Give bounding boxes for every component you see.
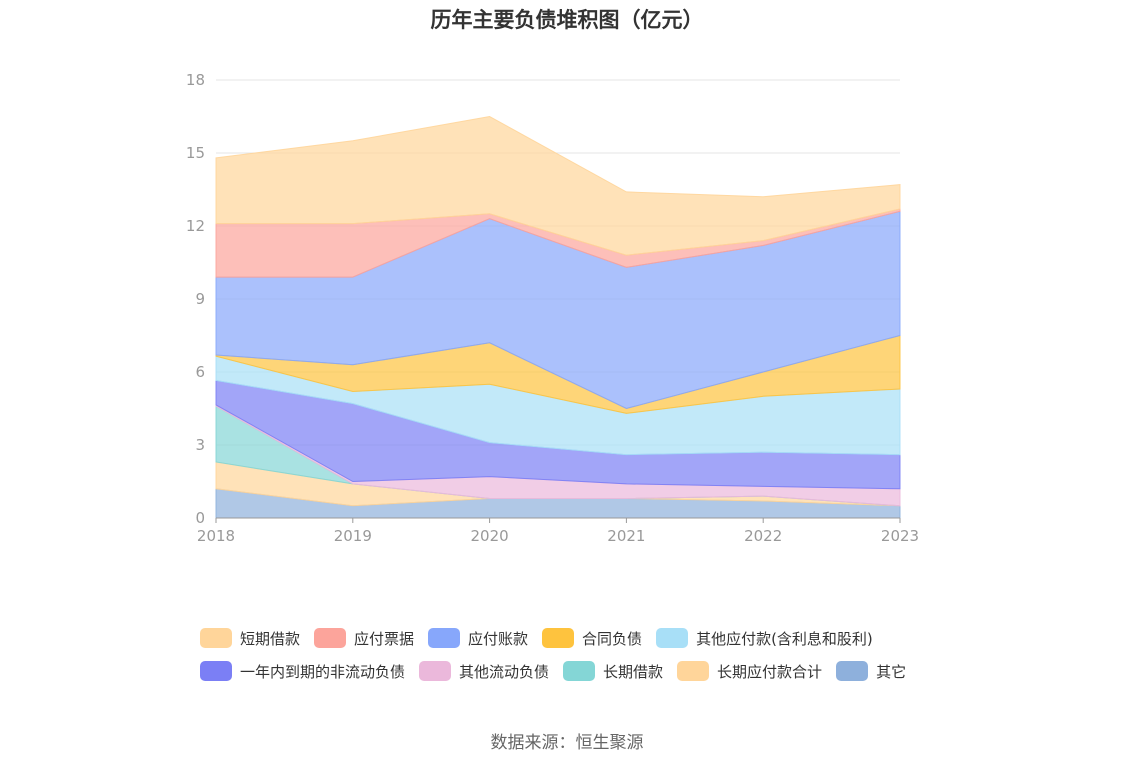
legend-label: 一年内到期的非流动负债 <box>240 662 406 681</box>
legend-swatch <box>419 661 452 681</box>
legend-label: 长期借款 <box>603 662 664 681</box>
legend-item[interactable]: 其他应付款(含利息和股利) <box>656 628 873 648</box>
legend-item[interactable]: 短期借款 <box>200 628 300 648</box>
legend-swatch <box>314 628 347 648</box>
x-tick-label: 2020 <box>471 527 509 545</box>
legend-item[interactable]: 应付票据 <box>314 628 414 648</box>
stacked-area-chart: 0 3 6 9 12 15 18 2018 2019 2020 2021 2022 2023 <box>186 71 919 545</box>
legend-swatch <box>200 628 232 648</box>
y-tick-label: 0 <box>195 509 205 527</box>
chart-legend: 短期借款 应付票据 应付账款 合同负债 其他应付款(含利息和股利) 一年内到期的非流动负债… <box>200 628 960 681</box>
data-source-note: 数据来源：恒生聚源 <box>490 733 644 753</box>
legend-label: 应付票据 <box>354 629 415 648</box>
x-tick-label: 2018 <box>197 527 235 545</box>
legend-swatch <box>677 661 710 681</box>
y-tick-label: 9 <box>195 290 205 308</box>
x-tick-label: 2022 <box>744 527 782 545</box>
legend-swatch <box>200 661 232 681</box>
y-tick-label: 6 <box>195 363 205 381</box>
y-tick-label: 18 <box>186 71 205 89</box>
legend-item[interactable]: 应付账款 <box>428 628 528 648</box>
y-tick-label: 12 <box>186 217 205 235</box>
legend-label: 其他应付款(含利息和股利) <box>696 629 873 648</box>
legend-label: 长期应付款合计 <box>717 662 823 681</box>
y-tick-label: 15 <box>186 144 205 162</box>
legend-item[interactable]: 其他流动负债 <box>419 661 549 681</box>
x-tick-label: 2019 <box>334 527 372 545</box>
legend-label: 应付账款 <box>468 629 529 648</box>
area-series-9 <box>215 115 901 256</box>
x-tick-label: 2023 <box>881 527 919 545</box>
legend-swatch <box>563 661 596 681</box>
legend-swatch <box>428 628 461 648</box>
legend-swatch <box>836 661 869 681</box>
legend-item[interactable]: 其它 <box>836 661 906 681</box>
legend-item[interactable]: 一年内到期的非流动负债 <box>200 661 405 681</box>
x-tick-label: 2021 <box>607 527 645 545</box>
legend-item[interactable]: 长期借款 <box>563 661 663 681</box>
legend-swatch <box>542 628 575 648</box>
legend-label: 合同负债 <box>582 629 643 648</box>
legend-swatch <box>656 628 689 648</box>
chart-title: 历年主要负债堆积图（亿元） <box>430 8 704 32</box>
legend-label: 其他流动负债 <box>459 662 550 681</box>
y-tick-label: 3 <box>195 436 205 454</box>
legend-label: 短期借款 <box>240 629 301 648</box>
legend-label: 其它 <box>876 662 907 681</box>
legend-item[interactable]: 长期应付款合计 <box>677 661 822 681</box>
legend-item[interactable]: 合同负债 <box>542 628 642 648</box>
